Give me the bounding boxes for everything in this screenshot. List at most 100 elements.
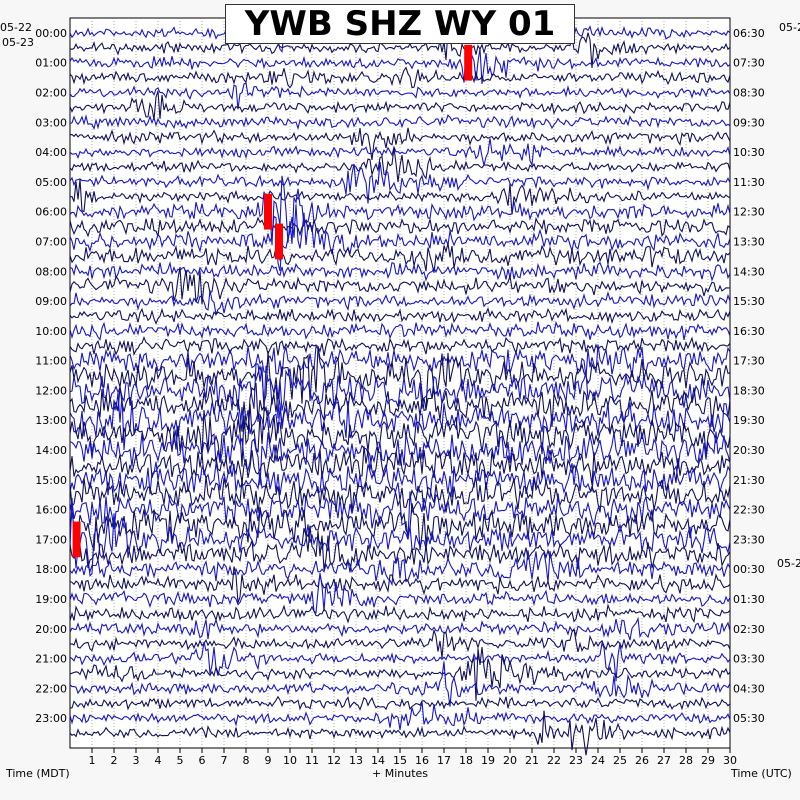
right-hour-label: 14:30 [733, 265, 765, 278]
seismic-trace [69, 307, 731, 325]
seismic-trace [69, 646, 731, 701]
right-hour-label: 07:30 [733, 57, 765, 70]
right-hour-label: 17:30 [733, 355, 765, 368]
x-tick-label: 14 [371, 754, 385, 767]
seismic-trace [69, 335, 731, 357]
x-tick-label: 9 [265, 754, 272, 767]
x-tick-label: 20 [503, 754, 517, 767]
clipped-event-marker [464, 44, 473, 81]
x-tick-label: 22 [547, 754, 561, 767]
right-hour-label: 16:30 [733, 325, 765, 338]
clipped-event-marker [264, 193, 272, 230]
left-hour-label: 23:00 [35, 712, 67, 725]
seismic-trace [69, 503, 731, 552]
right-hour-label: 00:30 [733, 563, 765, 576]
left-hour-label: 18:00 [35, 563, 67, 576]
x-tick-label: 6 [199, 754, 206, 767]
x-tick-label: 7 [221, 754, 228, 767]
x-tick-label: 21 [525, 754, 539, 767]
x-tick-label: 1 [89, 754, 96, 767]
left-hour-label: 09:00 [35, 295, 67, 308]
seismic-trace [69, 27, 731, 68]
x-tick-label: 18 [459, 754, 473, 767]
right-hour-label: 15:30 [733, 295, 765, 308]
x-tick-label: 19 [481, 754, 495, 767]
x-tick-label: 10 [283, 754, 297, 767]
left-hour-label: 19:00 [35, 593, 67, 606]
right-hour-label: 10:30 [733, 146, 765, 159]
x-tick-label: 12 [327, 754, 341, 767]
right-hour-label: 04:30 [733, 682, 765, 695]
seismic-trace [69, 444, 731, 485]
seismic-trace [69, 701, 731, 730]
seismic-trace [69, 616, 731, 641]
x-tick-label: 15 [393, 754, 407, 767]
seismic-trace [69, 347, 731, 412]
left-hour-label: 22:00 [35, 682, 67, 695]
x-tick-label: 11 [305, 754, 319, 767]
left-hour-label: 02:00 [35, 86, 67, 99]
seismic-trace [69, 127, 731, 160]
left-date-label: 05-22 [0, 21, 32, 34]
x-tick-label: 27 [657, 754, 671, 767]
right-hour-label: 06:30 [733, 27, 765, 40]
right-date-label: 05-2 [777, 557, 800, 570]
left-hour-label: 20:00 [35, 623, 67, 636]
left-hour-label: 21:00 [35, 653, 67, 666]
x-tick-label: 5 [177, 754, 184, 767]
x-tick-label: 16 [415, 754, 429, 767]
seismic-trace [69, 147, 731, 183]
right-hour-label: 05:30 [733, 712, 765, 725]
seismic-trace [69, 525, 731, 573]
seismic-trace [69, 175, 731, 246]
right-hour-label: 11:30 [733, 176, 765, 189]
left-hour-label: 07:00 [35, 235, 67, 248]
seismic-trace [69, 641, 731, 682]
left-hour-label: 15:00 [35, 474, 67, 487]
clipped-event-marker [275, 223, 283, 260]
x-tick-label: 4 [155, 754, 162, 767]
seismic-trace [69, 661, 731, 707]
chart-title: YWB SHZ WY 01 [225, 4, 575, 44]
right-hour-label: 03:30 [733, 653, 765, 666]
seismic-trace [69, 461, 731, 501]
x-axis-label: + Minutes [372, 767, 429, 780]
x-tick-label: 8 [243, 754, 250, 767]
seismic-trace [69, 392, 731, 451]
left-axis-label: Time (MDT) [6, 767, 70, 780]
right-hour-label: 13:30 [733, 235, 765, 248]
right-hour-label: 01:30 [733, 593, 765, 606]
left-hour-label: 06:00 [35, 206, 67, 219]
seismic-trace [69, 290, 731, 317]
right-hour-label: 08:30 [733, 86, 765, 99]
left-hour-label: 05:00 [35, 176, 67, 189]
seismic-trace [69, 344, 731, 378]
right-date-label: 05-2 [779, 21, 800, 34]
left-hour-label: 04:00 [35, 146, 67, 159]
right-hour-label: 23:30 [733, 533, 765, 546]
left-hour-label: 16:00 [35, 504, 67, 517]
x-tick-label: 29 [701, 754, 715, 767]
seismic-trace [69, 161, 731, 204]
right-hour-label: 12:30 [733, 206, 765, 219]
seismic-trace [69, 138, 731, 167]
right-hour-label: 22:30 [733, 504, 765, 517]
seismic-trace [69, 216, 731, 238]
seismic-trace [69, 603, 731, 624]
left-hour-label: 00:00 [35, 27, 67, 40]
x-tick-label: 25 [613, 754, 627, 767]
right-hour-label: 19:30 [733, 414, 765, 427]
left-hour-label: 01:00 [35, 57, 67, 70]
right-hour-label: 02:30 [733, 623, 765, 636]
left-date-label: 05-23 [2, 36, 34, 49]
seismic-trace [69, 204, 731, 272]
right-hour-label: 20:30 [733, 444, 765, 457]
seismic-trace [69, 266, 731, 305]
right-hour-label: 09:30 [733, 116, 765, 129]
left-hour-label: 12:00 [35, 384, 67, 397]
seismic-trace [69, 710, 731, 756]
seismic-trace [69, 695, 731, 711]
x-tick-label: 26 [635, 754, 649, 767]
seismic-trace [69, 179, 731, 215]
